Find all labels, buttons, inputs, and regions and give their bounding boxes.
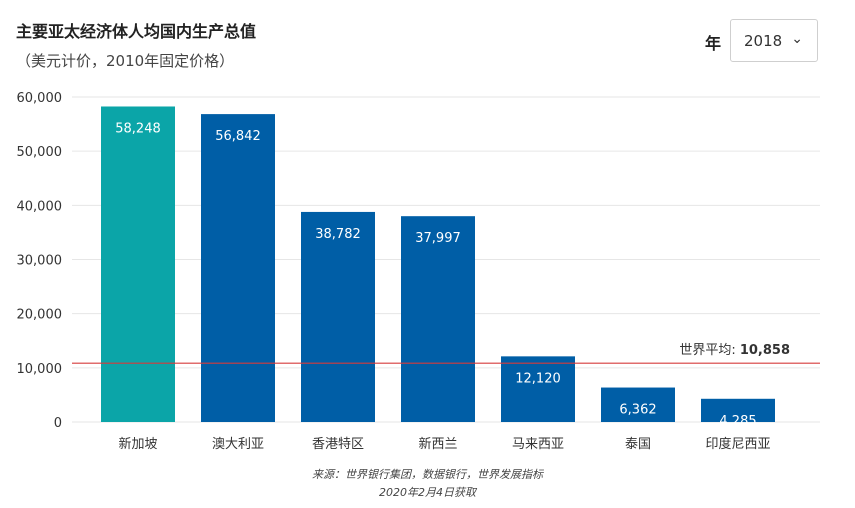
- bar: [701, 398, 775, 422]
- y-tick-label: 30,000: [17, 254, 63, 269]
- x-tick-label: 泰国: [625, 437, 651, 452]
- x-tick-label: 新西兰: [418, 436, 457, 452]
- x-tick-label: 香港特区: [312, 437, 364, 452]
- bar: [501, 356, 575, 422]
- y-axis-ticks: 0 10,000 20,000 30,000 40,000 50,000 60,000: [17, 91, 63, 431]
- y-tick-label: 20,000: [17, 308, 63, 323]
- x-axis-ticks: 新加坡 澳大利亚 香港特区 新西兰 马来西亚 泰国 印度尼西亚: [118, 436, 770, 452]
- x-tick-label: 印度尼西亚: [705, 436, 770, 452]
- world-average-value: 10,858: [740, 343, 790, 358]
- bar-value-label: 37,997: [415, 231, 461, 246]
- source-note: 来源：世界银行集团，数据银行，世界发展指标: [312, 468, 543, 481]
- bar-chart: 0 10,000 20,000 30,000 40,000 50,000 60,000 58…: [17, 91, 820, 452]
- bar: [201, 114, 275, 422]
- bar: [601, 387, 675, 422]
- bar: [301, 211, 375, 422]
- chevron-down-icon: ⌄: [791, 31, 803, 47]
- chart-title: 主要亚太经济体人均国内生产总值: [16, 22, 257, 41]
- x-tick-label: 澳大利亚: [212, 436, 264, 452]
- bar: [101, 106, 175, 423]
- y-tick-label: 0: [54, 416, 62, 431]
- year-label: 年: [705, 34, 722, 53]
- y-tick-label: 60,000: [17, 91, 63, 106]
- x-tick-label: 新加坡: [118, 436, 157, 452]
- bar: [401, 216, 475, 422]
- bar-value-label: 6,362: [619, 403, 656, 418]
- bar-value-label: 4,285: [719, 414, 756, 429]
- y-tick-label: 40,000: [17, 199, 63, 214]
- bar-value-label: 12,120: [515, 371, 561, 386]
- y-tick-label: 10,000: [17, 362, 63, 377]
- x-tick-label: 马来西亚: [512, 437, 564, 452]
- bars: 58,248 56,842 38,782 37,997 12,120 6,362 4,285: [101, 106, 775, 429]
- bar-value-label: 58,248: [115, 121, 161, 136]
- world-average-line-group: 世界平均: 10,858: [72, 343, 820, 364]
- source-date: 2020年2月4日获取: [379, 486, 476, 499]
- world-average-label: 世界平均: 10,858: [679, 343, 790, 358]
- bar-value-label: 56,842: [215, 129, 261, 144]
- year-dropdown[interactable]: 2018 ⌄: [730, 19, 818, 62]
- bar-value-label: 38,782: [315, 227, 361, 242]
- chart-subtitle: （美元计价，2010年固定价格）: [16, 52, 235, 70]
- y-tick-label: 50,000: [17, 145, 63, 160]
- world-average-label-text: 世界平均:: [679, 343, 740, 358]
- year-dropdown-value: 2018: [744, 32, 783, 50]
